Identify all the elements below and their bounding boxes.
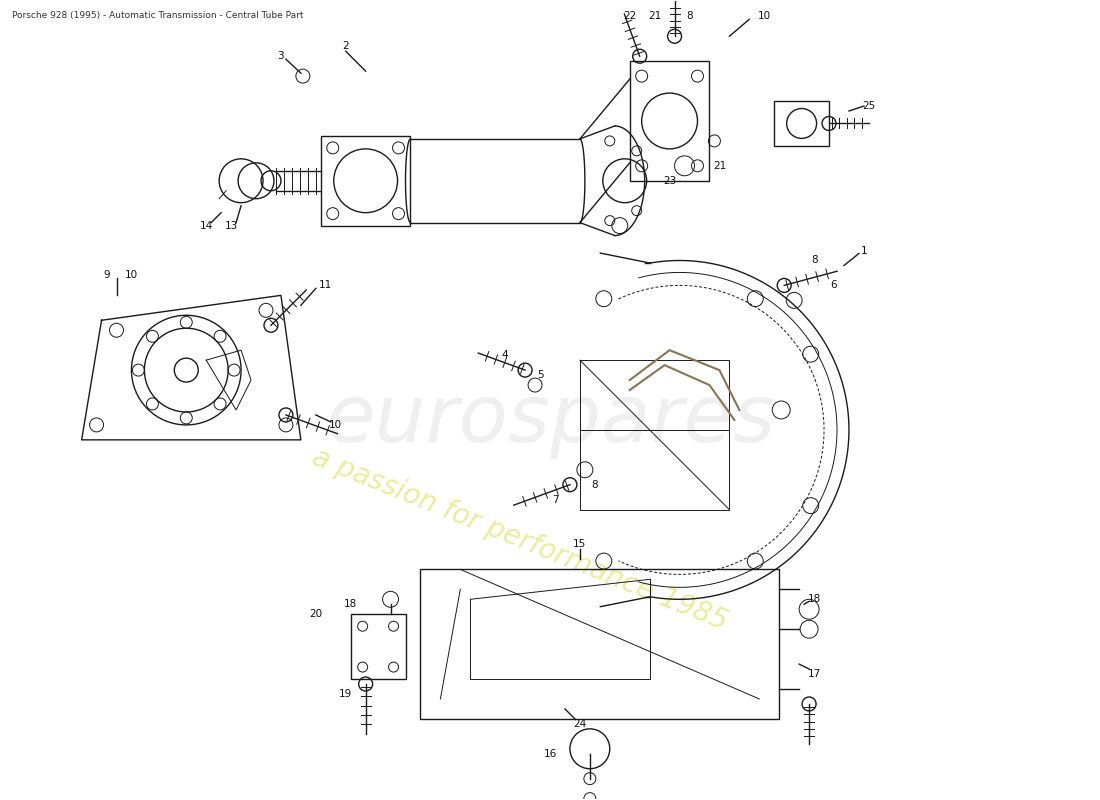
Text: 4: 4: [502, 350, 508, 360]
Bar: [580, 360, 729, 510]
Text: 19: 19: [339, 689, 352, 699]
Bar: [321, 136, 410, 226]
Text: 6: 6: [830, 280, 837, 290]
Text: 23: 23: [663, 176, 676, 186]
Text: 5: 5: [537, 370, 543, 380]
Text: 10: 10: [125, 270, 138, 281]
Text: a passion for performance 1985: a passion for performance 1985: [308, 443, 732, 636]
Text: 21: 21: [648, 11, 661, 22]
Text: 9: 9: [103, 270, 110, 281]
Text: Porsche 928 (1995) - Automatic Transmission - Central Tube Part: Porsche 928 (1995) - Automatic Transmiss…: [12, 11, 304, 20]
Bar: [420, 570, 779, 719]
Text: 10: 10: [329, 420, 342, 430]
Text: 21: 21: [713, 161, 726, 171]
Bar: [351, 614, 406, 679]
Bar: [629, 61, 710, 181]
Text: 15: 15: [573, 539, 586, 550]
Text: 18: 18: [344, 599, 358, 610]
Text: 2: 2: [342, 42, 349, 51]
Text: 8: 8: [592, 480, 598, 490]
Text: 25: 25: [862, 101, 876, 111]
Bar: [774, 101, 829, 146]
Text: 14: 14: [199, 221, 212, 230]
Text: 3: 3: [277, 51, 284, 61]
Text: 17: 17: [807, 669, 821, 679]
Text: 16: 16: [543, 749, 557, 758]
Text: 8: 8: [686, 11, 693, 22]
Text: 18: 18: [807, 594, 821, 604]
Text: 8: 8: [811, 255, 817, 266]
Text: 13: 13: [224, 221, 238, 230]
Text: 22: 22: [623, 11, 636, 22]
Text: 20: 20: [309, 610, 322, 619]
Text: 24: 24: [573, 719, 586, 729]
Text: 10: 10: [758, 11, 771, 22]
Text: eurospares: eurospares: [324, 381, 776, 459]
Text: 1: 1: [860, 246, 867, 255]
Text: 11: 11: [319, 280, 332, 290]
Text: 7: 7: [552, 494, 559, 505]
